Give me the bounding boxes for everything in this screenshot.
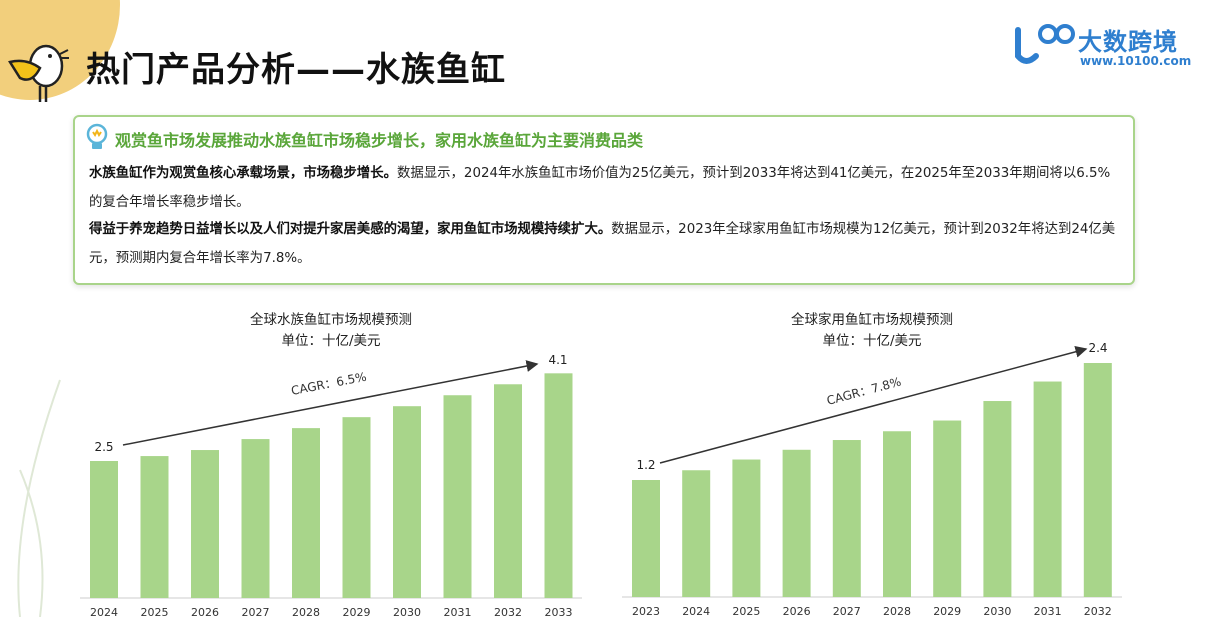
chart-1-x-tick: 2032 <box>494 606 522 617</box>
p2-bold: 得益于养宠趋势日益增长以及人们对提升家居美感的渴望，家用鱼缸市场规模持续扩大。 <box>89 222 612 237</box>
lightbulb-icon <box>86 123 108 149</box>
chart-2-x-tick: 2030 <box>983 605 1011 617</box>
chart-1-bar-2027 <box>241 439 270 598</box>
chart-1-x-tick: 2027 <box>242 606 270 617</box>
chart-1-x-tick: 2033 <box>545 606 573 617</box>
logo-url: www.10100.com <box>1080 54 1192 68</box>
chart-2-last-label: 2.4 <box>1088 341 1107 355</box>
chart-1-bar-2030 <box>393 406 421 598</box>
chart-2-first-label: 1.2 <box>636 458 655 472</box>
chart-1-first-label: 2.5 <box>94 440 113 454</box>
chart-1-bar-2026 <box>191 450 219 598</box>
chart-2-bar-2026 <box>782 449 811 597</box>
chart-1-cagr-arrow <box>122 360 539 446</box>
chart-2-bar-2025 <box>732 459 761 597</box>
chart-1-last-label: 4.1 <box>548 353 567 367</box>
chart-2-bar-2028 <box>883 431 911 597</box>
chart-1-x-tick: 2024 <box>90 606 118 617</box>
chart-2-x-tick: 2029 <box>933 605 961 617</box>
decorative-leaf <box>17 379 61 617</box>
chart-1-title: 全球水族鱼缸市场规模预测 <box>250 311 412 328</box>
chart-2-x-tick: 2028 <box>883 605 911 617</box>
chart-2-bar-2027 <box>832 440 861 597</box>
chart-2-x-tick: 2032 <box>1084 605 1112 617</box>
chart-1-x-tick: 2028 <box>292 606 320 617</box>
bird-mascot-icon <box>8 44 69 102</box>
chart-1-subtitle: 单位：十亿/美元 <box>281 333 380 349</box>
chart-2-cagr-label: CAGR：7.8% <box>825 375 903 408</box>
chart-2-title: 全球家用鱼缸市场规模预测 <box>791 311 953 328</box>
page-title: 热门产品分析——水族鱼缸 <box>86 50 506 90</box>
chart-1-cagr-label: CAGR：6.5% <box>290 370 368 398</box>
chart-2-x-tick: 2023 <box>632 605 660 617</box>
chart-1-x-tick: 2025 <box>141 606 169 617</box>
summary-paragraph-1: 水族鱼缸作为观赏鱼核心承载场景，市场稳步增长。数据显示，2024年水族鱼缸市场价… <box>89 159 1119 217</box>
chart-1-bar-2029 <box>342 417 371 598</box>
chart-2-bar-2024 <box>682 470 711 597</box>
chart-2-x-tick: 2026 <box>783 605 811 617</box>
chart-1-bar-2024 <box>90 461 118 598</box>
chart-1-bar-2025 <box>140 456 169 598</box>
p1-bold: 水族鱼缸作为观赏鱼核心承载场景，市场稳步增长。 <box>89 166 397 181</box>
p1-text: 数据显示，2024年水族鱼缸市场价值为25亿美元，预计到2033年将达到41亿美… <box>89 166 1111 210</box>
chart-2-bar-2029 <box>933 420 962 597</box>
chart-2-bar-2023 <box>632 480 660 597</box>
chart-1-bar-2032 <box>494 384 522 598</box>
logo-mark-icon <box>1015 24 1075 64</box>
chart-2-bar-2032 <box>1083 363 1112 597</box>
chart-1-bar-2031 <box>443 395 472 598</box>
chart-2-x-tick: 2024 <box>682 605 710 617</box>
chart-2-cagr-arrow <box>659 345 1088 464</box>
summary-paragraph-2: 得益于养宠趋势日益增长以及人们对提升家居美感的渴望，家用鱼缸市场规模持续扩大。数… <box>89 215 1119 273</box>
chart-2-x-tick: 2031 <box>1034 605 1062 617</box>
logo-text: 大数跨境 <box>1078 28 1178 56</box>
chart-1-x-tick: 2031 <box>444 606 472 617</box>
chart-1-x-tick: 2026 <box>191 606 219 617</box>
chart-1-bar-2033 <box>544 373 573 598</box>
chart-1-x-tick: 2030 <box>393 606 421 617</box>
summary-box: 观赏鱼市场发展推动水族鱼缸市场稳步增长，家用水族鱼缸为主要消费品类 水族鱼缸作为… <box>73 115 1135 285</box>
chart-2-x-tick: 2027 <box>833 605 861 617</box>
p2-text: 数据显示，2023年全球家用鱼缸市场规模为12亿美元，预计到2032年将达到24… <box>89 222 1116 266</box>
chart-2-subtitle: 单位：十亿/美元 <box>822 333 921 349</box>
chart-2-x-tick: 2025 <box>732 605 760 617</box>
chart-1-x-tick: 2029 <box>343 606 371 617</box>
chart-1-bar-2028 <box>292 428 320 598</box>
summary-headline: 观赏鱼市场发展推动水族鱼缸市场稳步增长，家用水族鱼缸为主要消费品类 <box>115 131 644 150</box>
chart-2-bar-2031 <box>1033 381 1062 597</box>
chart-2-bar-2030 <box>983 401 1012 597</box>
